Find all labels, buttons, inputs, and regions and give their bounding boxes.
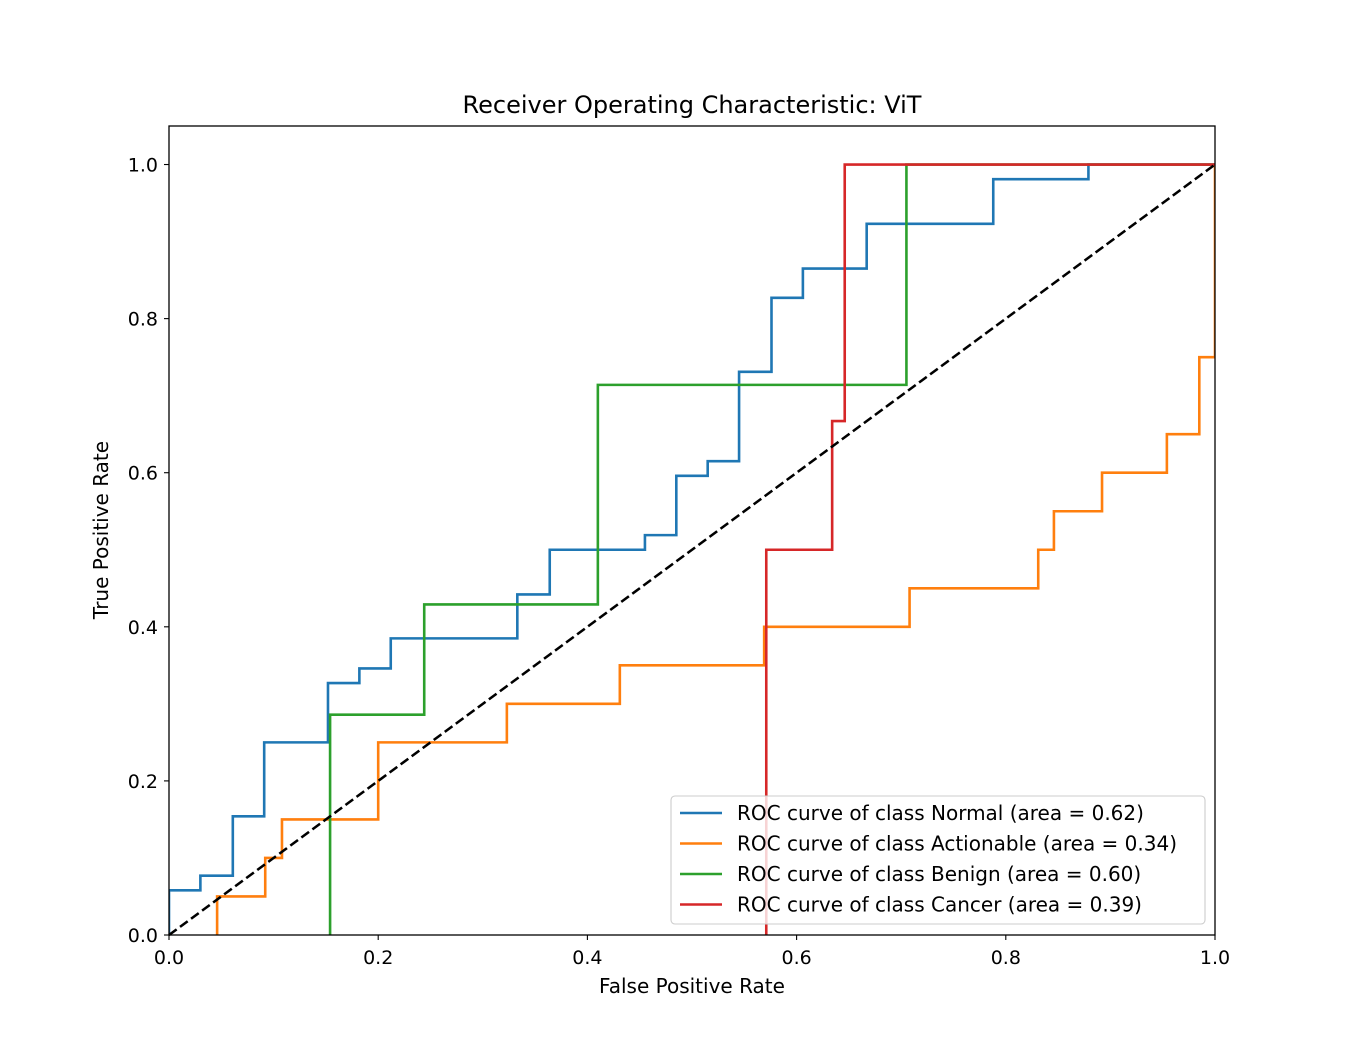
roc-curve-1 (215, 164, 1215, 935)
chart-title: Receiver Operating Characteristic: ViT (463, 91, 922, 119)
y-tick-label: 0.8 (128, 309, 158, 331)
y-tick-label: 0.2 (128, 771, 158, 793)
x-axis-title: False Positive Rate (599, 974, 785, 998)
y-tick-label: 0.6 (128, 463, 158, 485)
x-tick-label: 0.0 (154, 947, 184, 969)
roc-curve-2 (328, 163, 1215, 935)
x-tick-label: 0.4 (572, 947, 602, 969)
x-tick-label: 0.8 (991, 947, 1021, 969)
roc-curve-3 (764, 163, 1215, 935)
legend-entry-2: ROC curve of class Benign (area = 0.60) (737, 862, 1141, 886)
x-tick-label: 0.6 (781, 947, 811, 969)
x-tick-label: 1.0 (1200, 947, 1230, 969)
axes: 0.0 0.2 0.4 0.6 0.8 1.0 0.0 0.2 0.4 0.6 0.8 1.0 (128, 125, 1230, 969)
legend-entry-0: ROC curve of class Normal (area = 0.62) (737, 801, 1144, 825)
legend-entry-1: ROC curve of class Actionable (area = 0.… (737, 832, 1177, 856)
roc-curve-0 (169, 163, 1215, 935)
axes-frame (168, 125, 1216, 936)
y-tick-label: 0.4 (128, 617, 158, 639)
plot-area (168, 163, 1216, 937)
legend-box (670, 795, 1206, 925)
y-tick-label: 1.0 (128, 155, 158, 177)
chance-diagonal-line (168, 163, 1216, 937)
legend-entry-3: ROC curve of class Cancer (area = 0.39) (737, 893, 1142, 917)
y-axis-title: True Positive Rate (89, 441, 113, 620)
y-tick-label: 0.0 (128, 925, 158, 947)
legend: ROC curve of class Normal (area = 0.62) R… (670, 795, 1206, 925)
x-tick-label: 0.2 (363, 947, 393, 969)
